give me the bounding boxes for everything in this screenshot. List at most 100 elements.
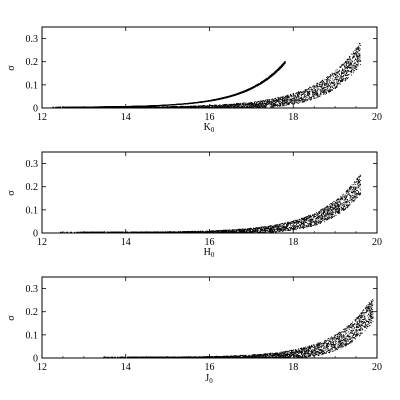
scatter-point [153, 106, 155, 108]
scatter-point [358, 60, 360, 62]
scatter-point [313, 96, 315, 98]
scatter-point [142, 106, 144, 108]
scatter-point [174, 103, 176, 105]
scatter-point [276, 105, 278, 107]
scatter-point [257, 101, 259, 103]
scatter-point [356, 63, 358, 65]
scatter-point [204, 105, 206, 107]
scatter-point [281, 101, 283, 103]
scatter-point [297, 92, 299, 94]
scatter-point [314, 93, 316, 95]
scatter-point [247, 89, 249, 91]
scatter-point [226, 104, 228, 106]
scatter-point [351, 70, 353, 72]
scatter-point [351, 67, 353, 69]
scatter-point [319, 90, 321, 92]
scatter-point [240, 93, 241, 94]
scatter-point [337, 81, 339, 82]
scatter-point [131, 105, 133, 107]
scatter-point [271, 98, 273, 100]
scatter-point [178, 106, 180, 108]
scatter-point [304, 93, 306, 95]
scatter-point [326, 89, 328, 91]
scatter-point [304, 89, 306, 91]
scatter-point [181, 103, 183, 105]
scatter-point [298, 102, 299, 104]
scatter-point [281, 101, 283, 103]
scatter-point [259, 83, 261, 85]
scatter-point [302, 91, 304, 93]
scatter-point [287, 99, 288, 101]
scatter-point [277, 106, 279, 108]
scatter-point [350, 62, 352, 64]
scatter-point [261, 82, 263, 83]
scatter-point [303, 101, 305, 102]
scatter-point [340, 75, 342, 77]
scatter-point [229, 104, 231, 106]
scatter-point [190, 102, 192, 104]
scatter-point [334, 73, 335, 75]
scatter-point [351, 66, 353, 68]
scatter-point [353, 70, 355, 72]
scatter-point [329, 83, 331, 85]
scatter-point [258, 105, 260, 107]
scatter-point [278, 69, 280, 71]
scatter-point [278, 69, 279, 71]
scatter-point [358, 63, 360, 65]
scatter-point [308, 95, 310, 97]
scatter-point [142, 105, 144, 107]
scatter-point [258, 83, 260, 85]
scatter-point [183, 106, 184, 108]
scatter-point [270, 101, 272, 102]
scatter-point [228, 103, 230, 105]
scatter-point [263, 80, 265, 82]
scatter-point [278, 68, 280, 70]
scatter-point [249, 103, 250, 105]
scatter-point [262, 103, 264, 105]
scatter-point [284, 99, 285, 101]
scatter-point [216, 98, 218, 100]
scatter-point [251, 88, 252, 90]
scatter-point [263, 100, 265, 101]
scatter-point [332, 80, 334, 82]
scatter-point [283, 64, 285, 66]
scatter-point [344, 78, 346, 80]
scatter-point [346, 66, 348, 68]
scatter-point [262, 100, 264, 102]
scatter-point [242, 106, 244, 108]
scatter-point [342, 63, 344, 65]
scatter-point [339, 66, 341, 68]
scatter-point [274, 71, 276, 73]
scatter-point [316, 92, 318, 93]
scatter-point [215, 106, 217, 108]
scatter-point [326, 86, 328, 88]
scatter-point [322, 91, 324, 93]
scatter-point [345, 78, 347, 80]
scatter-point [99, 106, 101, 108]
scatter-point [92, 106, 94, 108]
scatter-point [324, 90, 326, 92]
scatter-point [287, 96, 289, 98]
scatter-point [297, 93, 299, 95]
scatter-point [223, 97, 225, 99]
scatter-point [191, 102, 192, 104]
scatter-point [354, 66, 356, 68]
scatter-point [256, 106, 258, 108]
scatter-point [335, 72, 337, 74]
scatter-point [263, 106, 265, 108]
scatter-point [234, 94, 236, 96]
scatter-point [318, 85, 320, 87]
scatter-point [332, 74, 334, 76]
scatter-point [359, 60, 361, 62]
scatter-point [338, 79, 340, 81]
scatter-point [281, 65, 283, 67]
scatter-point [358, 59, 360, 61]
scatter-point [79, 106, 81, 108]
scatter-point [155, 106, 157, 108]
scatter-point [286, 101, 288, 103]
scatter-point [232, 94, 234, 96]
scatter-point [356, 51, 358, 53]
scatter-point [273, 71, 275, 73]
scatter-point [231, 104, 233, 106]
scatter-point [245, 102, 247, 104]
